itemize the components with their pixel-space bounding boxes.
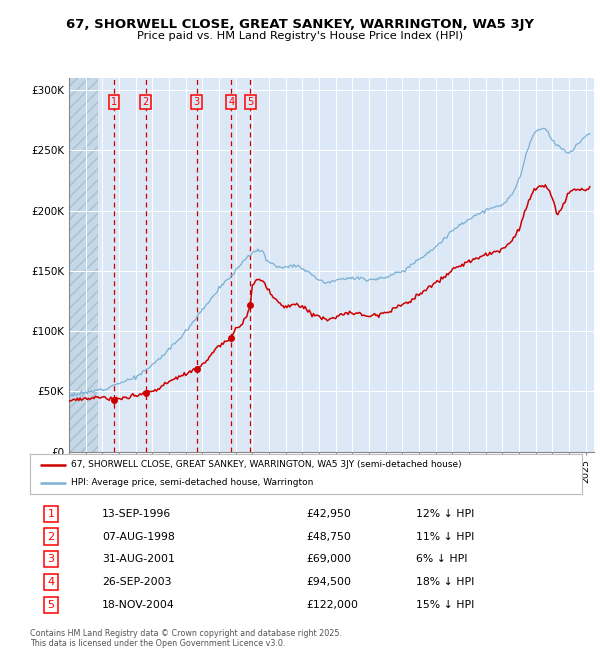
Text: 4: 4	[47, 577, 55, 587]
Text: 67, SHORWELL CLOSE, GREAT SANKEY, WARRINGTON, WA5 3JY (semi-detached house): 67, SHORWELL CLOSE, GREAT SANKEY, WARRIN…	[71, 460, 462, 469]
Text: 07-AUG-1998: 07-AUG-1998	[102, 532, 175, 541]
Text: 26-SEP-2003: 26-SEP-2003	[102, 577, 171, 587]
Text: 1: 1	[47, 509, 55, 519]
Text: 11% ↓ HPI: 11% ↓ HPI	[416, 532, 475, 541]
Text: £94,500: £94,500	[306, 577, 351, 587]
Text: £42,950: £42,950	[306, 509, 351, 519]
Text: 13-SEP-1996: 13-SEP-1996	[102, 509, 171, 519]
Text: 6% ↓ HPI: 6% ↓ HPI	[416, 554, 468, 564]
Text: 15% ↓ HPI: 15% ↓ HPI	[416, 600, 475, 610]
Text: 5: 5	[47, 600, 55, 610]
Text: 18% ↓ HPI: 18% ↓ HPI	[416, 577, 475, 587]
Text: HPI: Average price, semi-detached house, Warrington: HPI: Average price, semi-detached house,…	[71, 478, 314, 488]
Bar	[69, 78, 98, 452]
Text: 2: 2	[142, 98, 149, 107]
Text: 3: 3	[47, 554, 55, 564]
Text: Contains HM Land Registry data © Crown copyright and database right 2025.
This d: Contains HM Land Registry data © Crown c…	[30, 629, 342, 648]
Text: 18-NOV-2004: 18-NOV-2004	[102, 600, 175, 610]
Text: 5: 5	[247, 98, 254, 107]
Text: 67, SHORWELL CLOSE, GREAT SANKEY, WARRINGTON, WA5 3JY: 67, SHORWELL CLOSE, GREAT SANKEY, WARRIN…	[66, 18, 534, 31]
Text: £48,750: £48,750	[306, 532, 351, 541]
Text: 31-AUG-2001: 31-AUG-2001	[102, 554, 175, 564]
Text: 2: 2	[47, 532, 55, 541]
Text: 4: 4	[228, 98, 235, 107]
Text: Price paid vs. HM Land Registry's House Price Index (HPI): Price paid vs. HM Land Registry's House …	[137, 31, 463, 41]
Text: 1: 1	[111, 98, 117, 107]
Text: £69,000: £69,000	[306, 554, 351, 564]
Text: 12% ↓ HPI: 12% ↓ HPI	[416, 509, 475, 519]
Text: 3: 3	[194, 98, 200, 107]
Text: £122,000: £122,000	[306, 600, 358, 610]
